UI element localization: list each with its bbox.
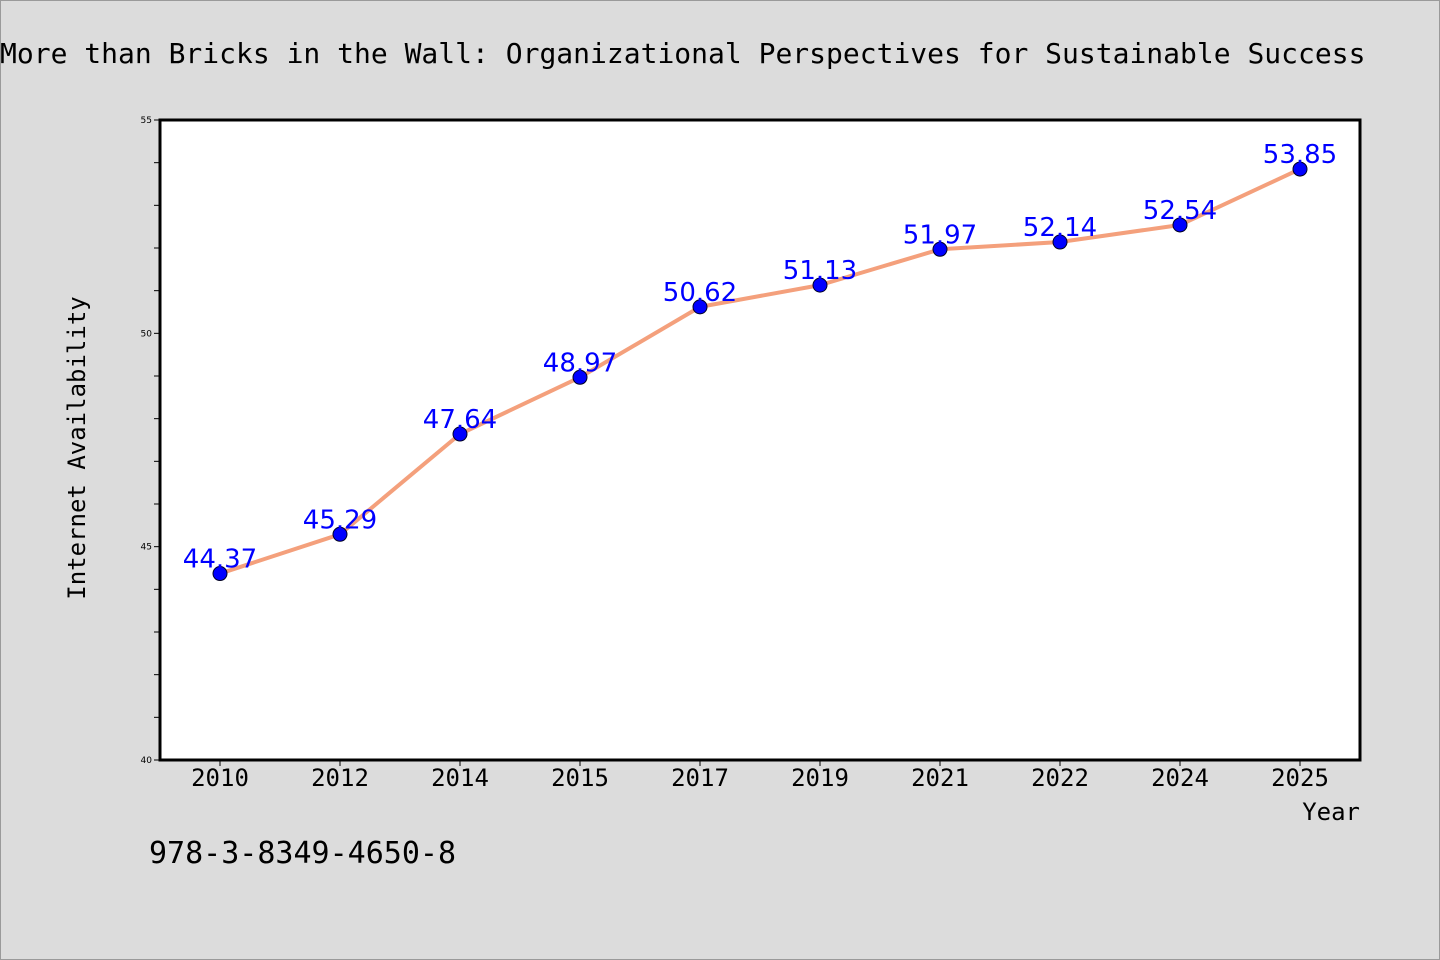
y-tick-label: 55: [141, 116, 152, 126]
x-tick-label: 2021: [911, 764, 969, 792]
y-tick-label: 40: [141, 756, 153, 766]
data-point: [1292, 161, 1308, 177]
data-point: [1172, 217, 1188, 233]
data-label: 51.97: [903, 220, 977, 250]
x-tick-label: 2019: [791, 764, 849, 792]
data-label: 51.13: [783, 256, 857, 286]
x-tick-label: 2022: [1031, 764, 1089, 792]
series-line-path: [218, 167, 1302, 576]
data-label: 48.97: [543, 348, 617, 378]
data-point: [1052, 234, 1068, 250]
data-point: [692, 299, 708, 315]
data-label: 52.54: [1143, 196, 1217, 226]
data-point: [572, 369, 588, 385]
data-label: 45.29: [303, 505, 377, 535]
data-point: [212, 566, 228, 582]
x-axis-label: Year: [1302, 798, 1360, 826]
y-axis: 40 45 50 55: [141, 116, 160, 766]
series-markers: [212, 161, 1308, 582]
data-label: 52.14: [1023, 213, 1097, 243]
data-point: [332, 526, 348, 542]
series-line: [218, 167, 1302, 576]
data-label: 53.85: [1263, 140, 1337, 170]
data-point: [452, 426, 468, 442]
x-tick-label: 2024: [1151, 764, 1209, 792]
x-axis: 2010 2012 2014 2015 2017 2019 2021 2022 2024 2025: [191, 760, 1329, 792]
data-label: 47.64: [423, 405, 497, 435]
data-labels: 44.37 45.29 47.64 48.97 50.62 51.13 51.97 52.14…: [183, 140, 1337, 574]
y-tick-label: 45: [141, 543, 152, 553]
x-tick-label: 2015: [551, 764, 609, 792]
data-point: [932, 241, 948, 257]
isbn-text: 978-3-8349-4650-8: [149, 836, 457, 871]
y-axis-label: Internet Availability: [63, 296, 91, 599]
x-tick-label: 2017: [671, 764, 729, 792]
x-tick-label: 2025: [1271, 764, 1329, 792]
x-tick-label: 2010: [191, 764, 249, 792]
data-label: 44.37: [183, 545, 257, 575]
x-tick-label: 2012: [311, 764, 369, 792]
data-point: [812, 277, 828, 293]
x-tick-label: 2014: [431, 764, 489, 792]
data-label: 50.62: [663, 278, 737, 308]
y-tick-label: 50: [141, 329, 153, 339]
chart-title: More than Bricks in the Wall: Organizati…: [0, 37, 1366, 70]
